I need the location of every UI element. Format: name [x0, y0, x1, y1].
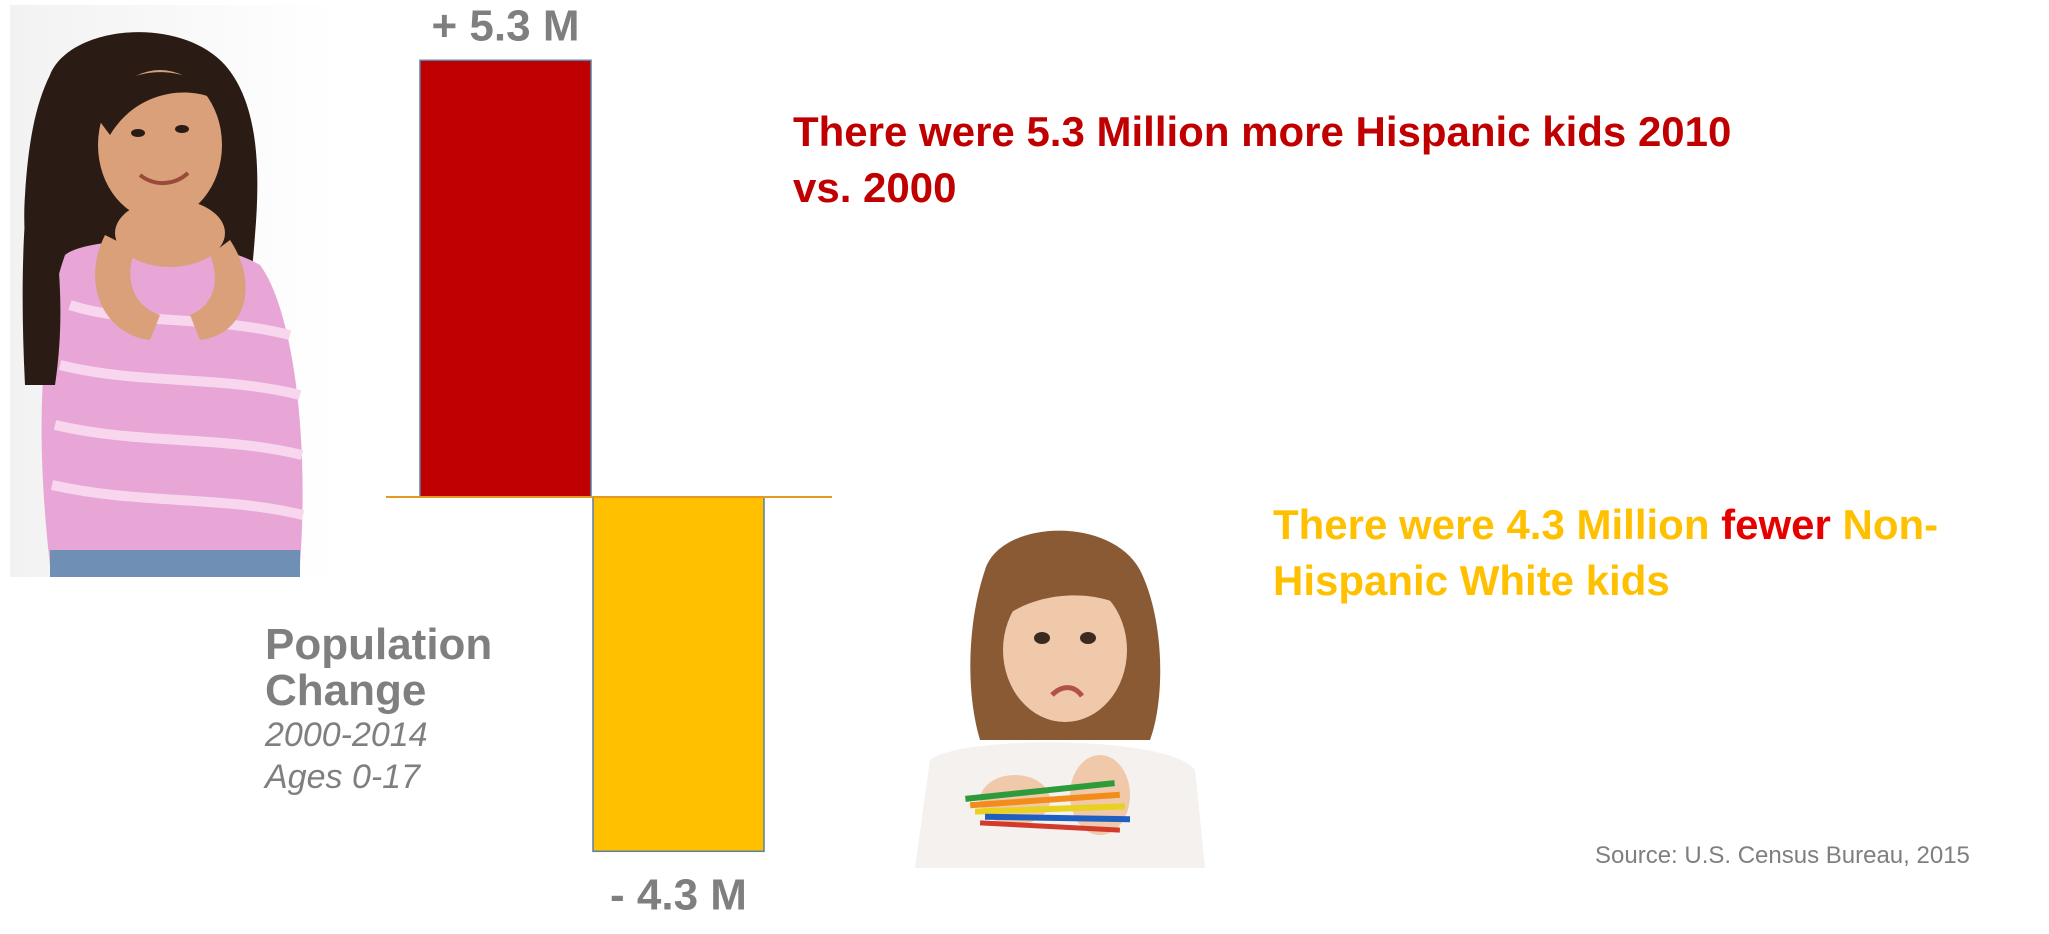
white-headline-emphasis: fewer — [1721, 501, 1831, 548]
caption-title: Population Change — [265, 620, 493, 715]
population-change-caption: Population Change 2000-2014 Ages 0-17 — [265, 622, 545, 798]
white-headline-end: Non-Hispanic White kids — [1273, 501, 1939, 604]
smiling-girl-photo — [10, 5, 335, 577]
bar-white-decrease — [592, 496, 765, 853]
sad-girl-with-crayons-photo — [870, 510, 1205, 868]
bar-hispanic-increase — [419, 59, 592, 498]
caption-years: 2000-2014 — [265, 716, 428, 754]
bar-value-label: + 5.3 M — [432, 1, 580, 50]
caption-ages: Ages 0-17 — [265, 758, 420, 796]
white-headline-start: There were 4.3 Million — [1273, 501, 1722, 548]
source-note: Source: U.S. Census Bureau, 2015 — [1595, 842, 1970, 869]
bar-value-label: - 4.3 M — [610, 870, 747, 919]
hispanic-headline: There were 5.3 Million more Hispanic kid… — [793, 108, 1732, 211]
white-headline: There were 4.3 Million fewer Non-Hispani… — [1273, 497, 2043, 609]
